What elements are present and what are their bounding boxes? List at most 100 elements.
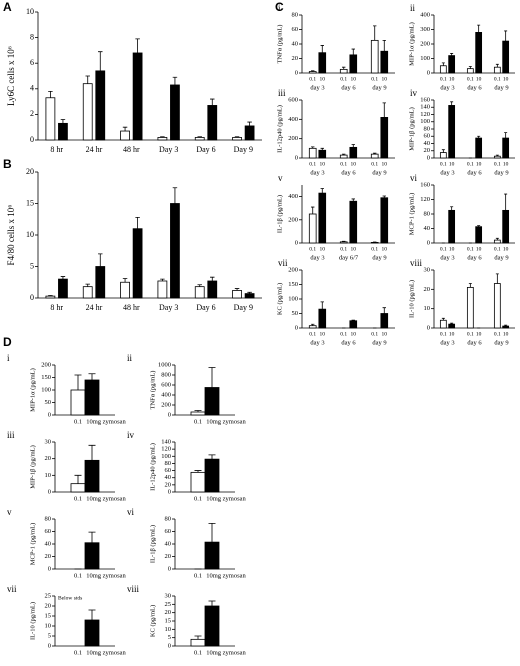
y-tick-label: 0 xyxy=(295,324,298,331)
y-tick-label: 80 xyxy=(165,515,172,522)
y-tick-label: 100 xyxy=(420,55,430,62)
bar xyxy=(339,154,348,159)
x-tick-label: 10mg zymosan xyxy=(86,572,126,579)
panel-numeral: viii xyxy=(127,584,140,594)
bar xyxy=(380,50,389,74)
panel-numeral: ii xyxy=(410,3,416,13)
bar xyxy=(318,149,327,159)
bar-label: 0.1 xyxy=(340,161,347,167)
y-tick-label: 200 xyxy=(288,266,298,273)
y-axis-label: MIP-1β (pg/mL) xyxy=(29,445,36,489)
bar xyxy=(70,389,86,416)
y-axis-label: Ly6C cells x 10⁶ xyxy=(6,46,16,106)
y-tick-label: 30 xyxy=(165,592,172,599)
panel-numeral: ii xyxy=(127,353,133,363)
bar-label: 10 xyxy=(449,331,455,337)
x-tick-label: day 6 xyxy=(467,84,482,91)
y-tick-label: 20 xyxy=(45,602,52,609)
panel-numeral: v xyxy=(278,173,283,183)
y-tick-label: 140 xyxy=(420,104,430,111)
y-tick-label: 40 xyxy=(424,225,431,232)
bar-label: 10 xyxy=(351,161,357,167)
y-tick-label: 200 xyxy=(161,401,171,408)
y-tick-label: 140 xyxy=(161,438,171,445)
bar xyxy=(204,458,220,493)
error-bar xyxy=(495,237,499,241)
bar xyxy=(349,320,358,329)
x-tick-label: 0.1 xyxy=(194,649,202,656)
bar xyxy=(45,295,56,299)
y-tick-label: 0 xyxy=(168,488,171,495)
y-tick-label: 60 xyxy=(292,26,299,33)
panel-numeral: iii xyxy=(278,88,286,98)
y-tick-label: 50 xyxy=(45,399,52,406)
panel-numeral: iii xyxy=(7,430,15,440)
x-tick-label: 48 hr xyxy=(123,145,140,154)
y-axis-label: TNFα (pg/mL) xyxy=(149,371,156,410)
bar-label: 0.1 xyxy=(371,331,378,337)
bar xyxy=(308,71,317,74)
panel-numeral: viii xyxy=(410,258,423,268)
error-bar xyxy=(320,301,324,310)
error-bar xyxy=(504,132,508,139)
error-bar xyxy=(382,39,386,52)
y-axis-label: IL-1β (pg/mL) xyxy=(276,195,283,233)
y-axis-label: MCP-1 (pg/mL) xyxy=(408,193,415,235)
x-tick-label: 0.1 xyxy=(74,495,82,502)
bar xyxy=(448,55,456,74)
bar xyxy=(308,147,317,159)
error-bar xyxy=(247,291,252,294)
error-bar xyxy=(48,295,53,297)
y-tick-label: 0 xyxy=(295,154,298,161)
y-tick-label: 40 xyxy=(165,474,172,481)
bar xyxy=(95,266,106,299)
bar-label: 10 xyxy=(382,161,388,167)
y-tick-label: 10 xyxy=(45,622,52,629)
bar-label: 10 xyxy=(382,246,388,252)
y-tick-label: 10 xyxy=(26,230,34,239)
bar-label: 10 xyxy=(320,76,326,82)
y-tick-label: 1000 xyxy=(158,361,171,368)
y-tick-label: 40 xyxy=(292,40,299,47)
bar xyxy=(82,286,93,299)
error-bar xyxy=(60,119,66,124)
bar xyxy=(349,54,358,74)
y-tick-label: 80 xyxy=(165,460,172,467)
x-tick-label: day 3 xyxy=(440,254,454,261)
bar-label: 10 xyxy=(476,76,482,82)
bar-label: 0.1 xyxy=(309,331,316,337)
bar xyxy=(45,97,56,141)
error-bar xyxy=(477,24,481,33)
panel-numeral: vi xyxy=(127,507,135,517)
error-bar xyxy=(351,144,355,148)
x-tick-label: 10mg zymosan xyxy=(206,495,246,502)
x-tick-label: 8 hr xyxy=(50,145,63,154)
error-bar xyxy=(85,283,90,287)
y-tick-label: 20 xyxy=(165,553,172,560)
y-tick-label: 0 xyxy=(168,565,171,572)
bar xyxy=(380,313,389,329)
error-bar xyxy=(208,600,216,606)
y-tick-label: 20 xyxy=(424,147,431,154)
y-tick-label: 10 xyxy=(165,626,172,633)
bar-label: 0.1 xyxy=(467,76,474,82)
y-tick-label: 20 xyxy=(45,553,52,560)
error-bar xyxy=(351,198,355,202)
y-tick-label: 0 xyxy=(48,642,51,649)
error-bar xyxy=(311,70,315,72)
annotation: Below stds xyxy=(58,595,82,601)
error-bar xyxy=(450,322,454,325)
error-bar xyxy=(208,367,216,388)
x-tick-label: day 6 xyxy=(341,84,356,91)
y-tick-label: 0 xyxy=(48,411,51,418)
x-tick-label: day 9 xyxy=(494,254,508,261)
bar xyxy=(82,83,93,141)
x-tick-label: 0.1 xyxy=(194,572,202,579)
y-tick-label: 6 xyxy=(30,58,34,67)
bar xyxy=(204,541,220,570)
y-tick-label: 120 xyxy=(420,111,430,118)
panel-numeral: v xyxy=(7,507,12,517)
bar-label: 10 xyxy=(503,76,509,82)
error-bar xyxy=(504,30,508,42)
